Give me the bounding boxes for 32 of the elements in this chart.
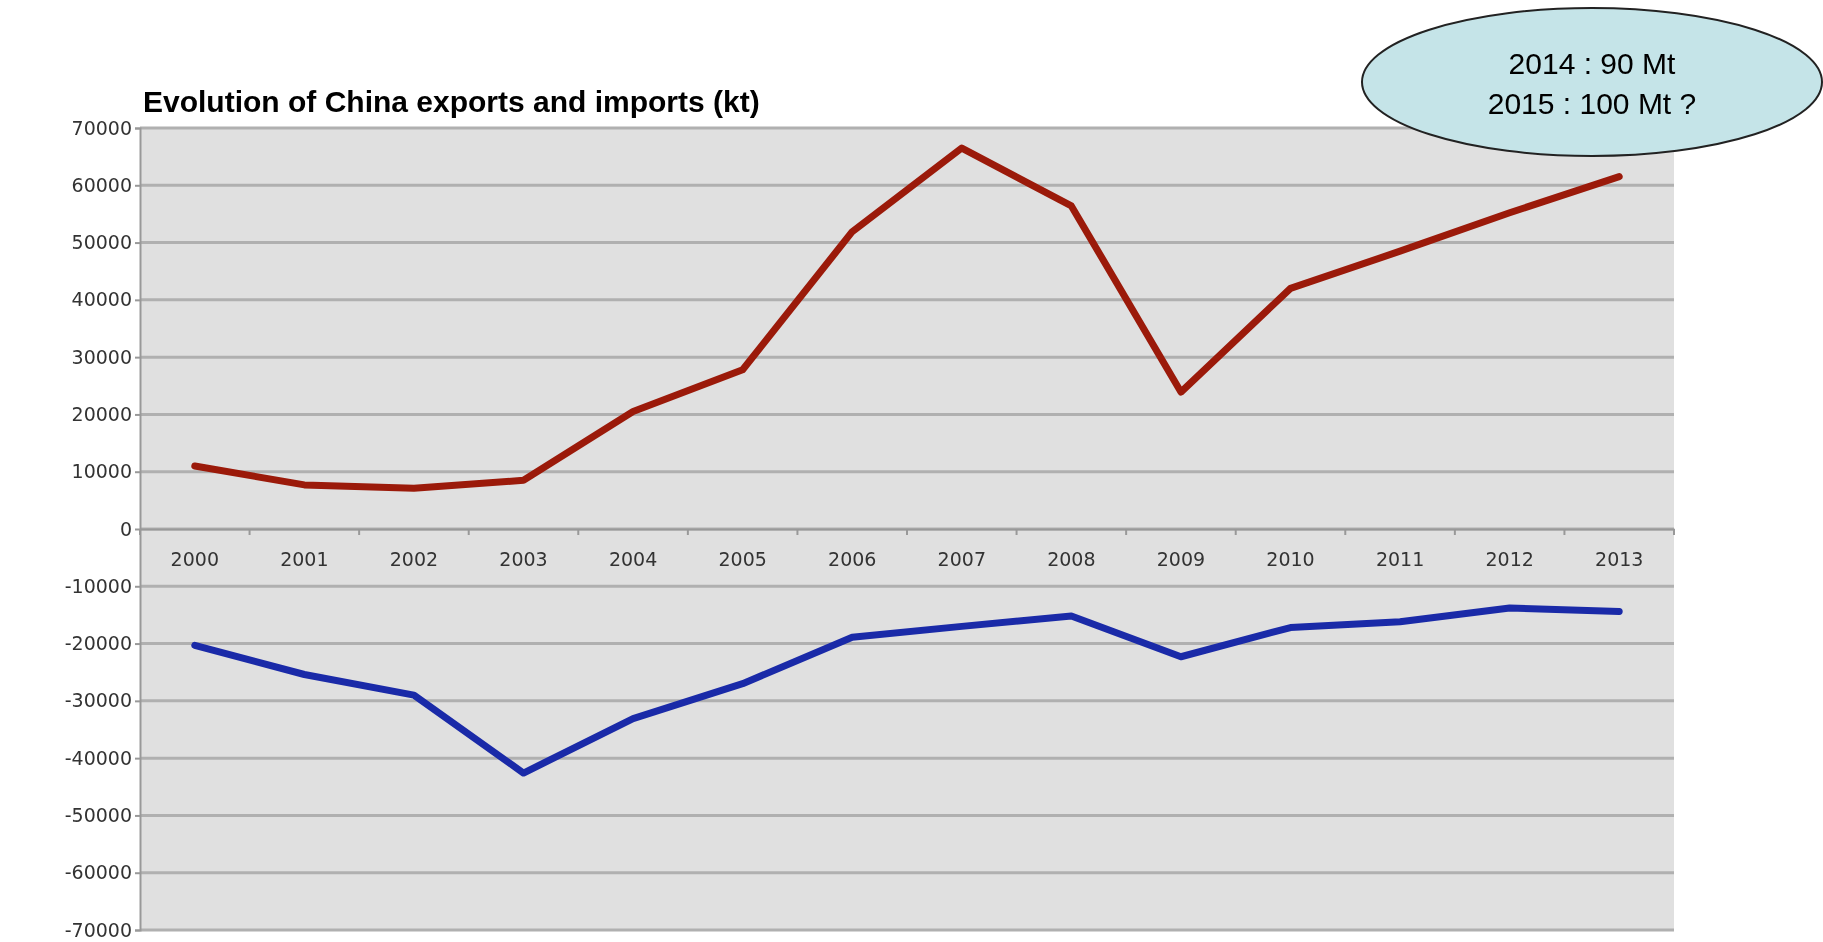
x-tick-label: 2003: [499, 548, 548, 571]
x-tick-label: 2011: [1375, 548, 1425, 571]
x-tick-label: 2012: [1485, 548, 1534, 571]
x-tick-label: 2007: [937, 548, 986, 571]
y-tick-label: -50000: [64, 804, 132, 827]
y-tick-label: 20000: [71, 403, 132, 426]
x-tick-label: 2000: [170, 548, 219, 571]
x-tick-label: 2006: [828, 548, 877, 571]
y-tick-label: 10000: [71, 460, 132, 483]
text: 2015 : 100 Mt ?: [1487, 87, 1697, 120]
x-tick-label: 2001: [280, 548, 329, 571]
y-tick-label: 30000: [71, 345, 132, 368]
y-tick-label: 40000: [71, 288, 132, 311]
y-tick-label: -60000: [64, 861, 132, 884]
chart-title: Evolution of China exports and imports (kt): [143, 85, 760, 118]
x-tick-label: 2013: [1595, 548, 1644, 571]
y-tick-label: -40000: [64, 746, 132, 769]
y-tick-label: 60000: [71, 173, 132, 196]
y-tick-label: -70000: [64, 918, 132, 941]
y-tick-label: 0: [119, 517, 132, 540]
y-tick-label: 70000: [71, 116, 132, 139]
x-tick-label: 2009: [1156, 548, 1206, 571]
x-tick-label: 2005: [718, 548, 767, 571]
y-tick-label: -30000: [64, 689, 132, 712]
x-tick-label: 2004: [608, 548, 658, 571]
text: 2014 : 90 Mt: [1508, 47, 1677, 80]
x-tick-label: 2010: [1266, 548, 1315, 571]
x-tick-label: 2002: [389, 548, 439, 571]
y-tick-label: -10000: [64, 574, 132, 597]
y-tick-label: -20000: [64, 632, 132, 655]
y-tick-label: 50000: [71, 231, 132, 254]
x-tick-label: 2008: [1047, 548, 1096, 571]
